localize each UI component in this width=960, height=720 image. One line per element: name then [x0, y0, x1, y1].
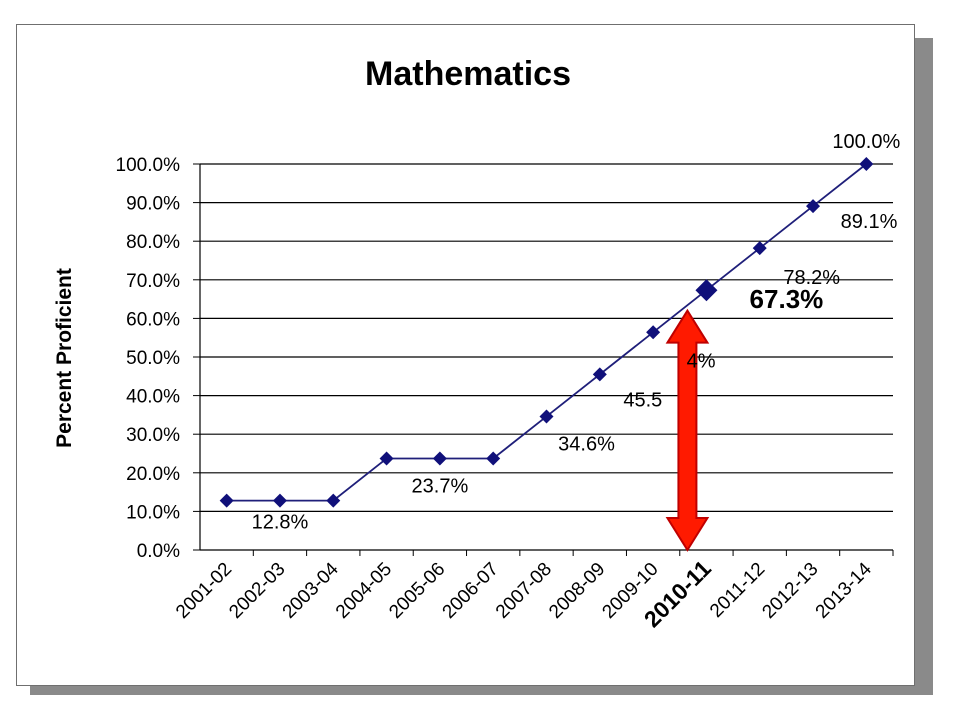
series-line-path [226, 163, 867, 502]
y-tick-label: 0.0% [137, 541, 180, 562]
x-tick-label: 2003-04 [279, 558, 343, 622]
x-tick-label: 2011-12 [706, 559, 769, 622]
data-label: 89.1% [841, 211, 898, 233]
x-tick-label: 2006-07 [439, 559, 503, 623]
data-label: 34.6% [558, 433, 615, 455]
data-point [859, 157, 874, 171]
x-tick-label: 2013-14 [812, 558, 876, 622]
x-tick-label: 2007-08 [492, 559, 556, 623]
data-point [379, 451, 394, 466]
data-point [539, 409, 554, 424]
double-arrow [665, 308, 710, 552]
x-tick-label: 2012-13 [758, 559, 822, 623]
data-point [752, 241, 767, 256]
y-tick-label: 40.0% [126, 387, 180, 408]
data-point [486, 451, 501, 466]
y-tick-label: 50.0% [126, 348, 180, 369]
x-tick-label: 2001-02 [172, 559, 236, 623]
data-point [272, 493, 287, 508]
x-tick-label: 2002-03 [225, 559, 289, 623]
grid-lines [193, 163, 894, 556]
data-point [326, 493, 341, 508]
y-axis-label: Percent Proficient [53, 268, 76, 448]
data-label: 23.7% [412, 476, 469, 498]
y-tick-label: 30.0% [126, 425, 180, 446]
x-tick-label: 2004-05 [332, 559, 396, 623]
data-point [432, 451, 447, 466]
x-tick-label: 2005-06 [385, 559, 449, 623]
y-tick-label: 20.0% [126, 464, 180, 485]
data-label: 78.2% [783, 267, 840, 289]
data-labels: 12.8% 23.7% 34.6% 45.5 4% 67.3%78.2% 89.1% 100.… [252, 131, 901, 534]
data-point [219, 493, 234, 508]
series-markers [219, 157, 874, 508]
data-label: 4% [687, 350, 716, 372]
y-tick-label: 10.0% [126, 502, 180, 523]
y-tick-label: 60.0% [126, 309, 180, 330]
y-tick-label: 80.0% [126, 232, 180, 253]
y-tick-label: 70.0% [126, 271, 180, 292]
data-point [646, 325, 661, 340]
series-line [226, 163, 867, 502]
data-point [695, 279, 718, 302]
x-tick-labels: 2001-022002-032003-042004-052005-062006-… [172, 555, 876, 632]
highlight-arrow [665, 308, 710, 552]
chart-frame [16, 24, 915, 686]
data-label: 45.5 [623, 389, 662, 411]
y-tick-label: 90.0% [126, 194, 180, 215]
data-point [592, 367, 607, 382]
x-tick-label: 2008-09 [545, 559, 609, 623]
chart-title: Mathematics [365, 55, 571, 93]
y-tick-labels: 0.0% 10.0% 20.0% 30.0% 40.0% 50.0% 60.0% 70.0% 8… [116, 155, 181, 562]
data-label: 12.8% [252, 512, 309, 534]
data-label: 67.3% [750, 284, 824, 314]
data-point [806, 199, 821, 214]
data-label: 100.0% [832, 131, 900, 153]
y-tick-label: 100.0% [116, 155, 181, 176]
